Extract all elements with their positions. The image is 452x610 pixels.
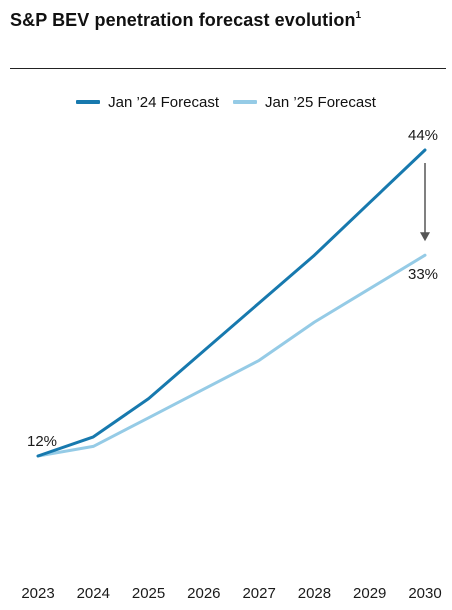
series-line-jan24 (36, 148, 427, 458)
series-line-jan25 (36, 253, 427, 458)
annotation-label-44pct: 44% (408, 127, 438, 144)
x-tick-label-2024: 2024 (77, 585, 110, 602)
x-tick-label-2023: 2023 (21, 585, 54, 602)
x-tick-label-2029: 2029 (353, 585, 386, 602)
legend-label-jan24: Jan ’24 Forecast (108, 93, 219, 111)
x-tick-label-2028: 2028 (298, 585, 331, 602)
annotation-label-33pct: 33% (408, 266, 438, 283)
chart-title: S&P BEV penetration forecast evolution1 (10, 10, 442, 31)
change-arrow-head (420, 232, 430, 242)
legend-label-jan25: Jan ’25 Forecast (265, 93, 376, 111)
chart-legend: Jan ’24 Forecast Jan ’25 Forecast (0, 92, 452, 112)
legend-item-jan25: Jan ’25 Forecast (233, 94, 376, 111)
footnote-marker: 1 (355, 10, 362, 21)
legend-item-jan24: Jan ’24 Forecast (76, 94, 219, 111)
x-tick-label-2030: 2030 (408, 585, 441, 602)
title-block: S&P BEV penetration forecast evolution1 (10, 10, 442, 31)
legend-swatch-jan25 (233, 100, 257, 104)
x-tick-label-2027: 2027 (242, 585, 275, 602)
x-tick-label-2025: 2025 (132, 585, 165, 602)
x-tick-label-2026: 2026 (187, 585, 220, 602)
chart-title-text: S&P BEV penetration forecast evolution (10, 10, 356, 30)
title-divider (10, 68, 446, 69)
legend-swatch-jan24 (76, 100, 101, 104)
annotation-label-12pct: 12% (27, 433, 57, 450)
